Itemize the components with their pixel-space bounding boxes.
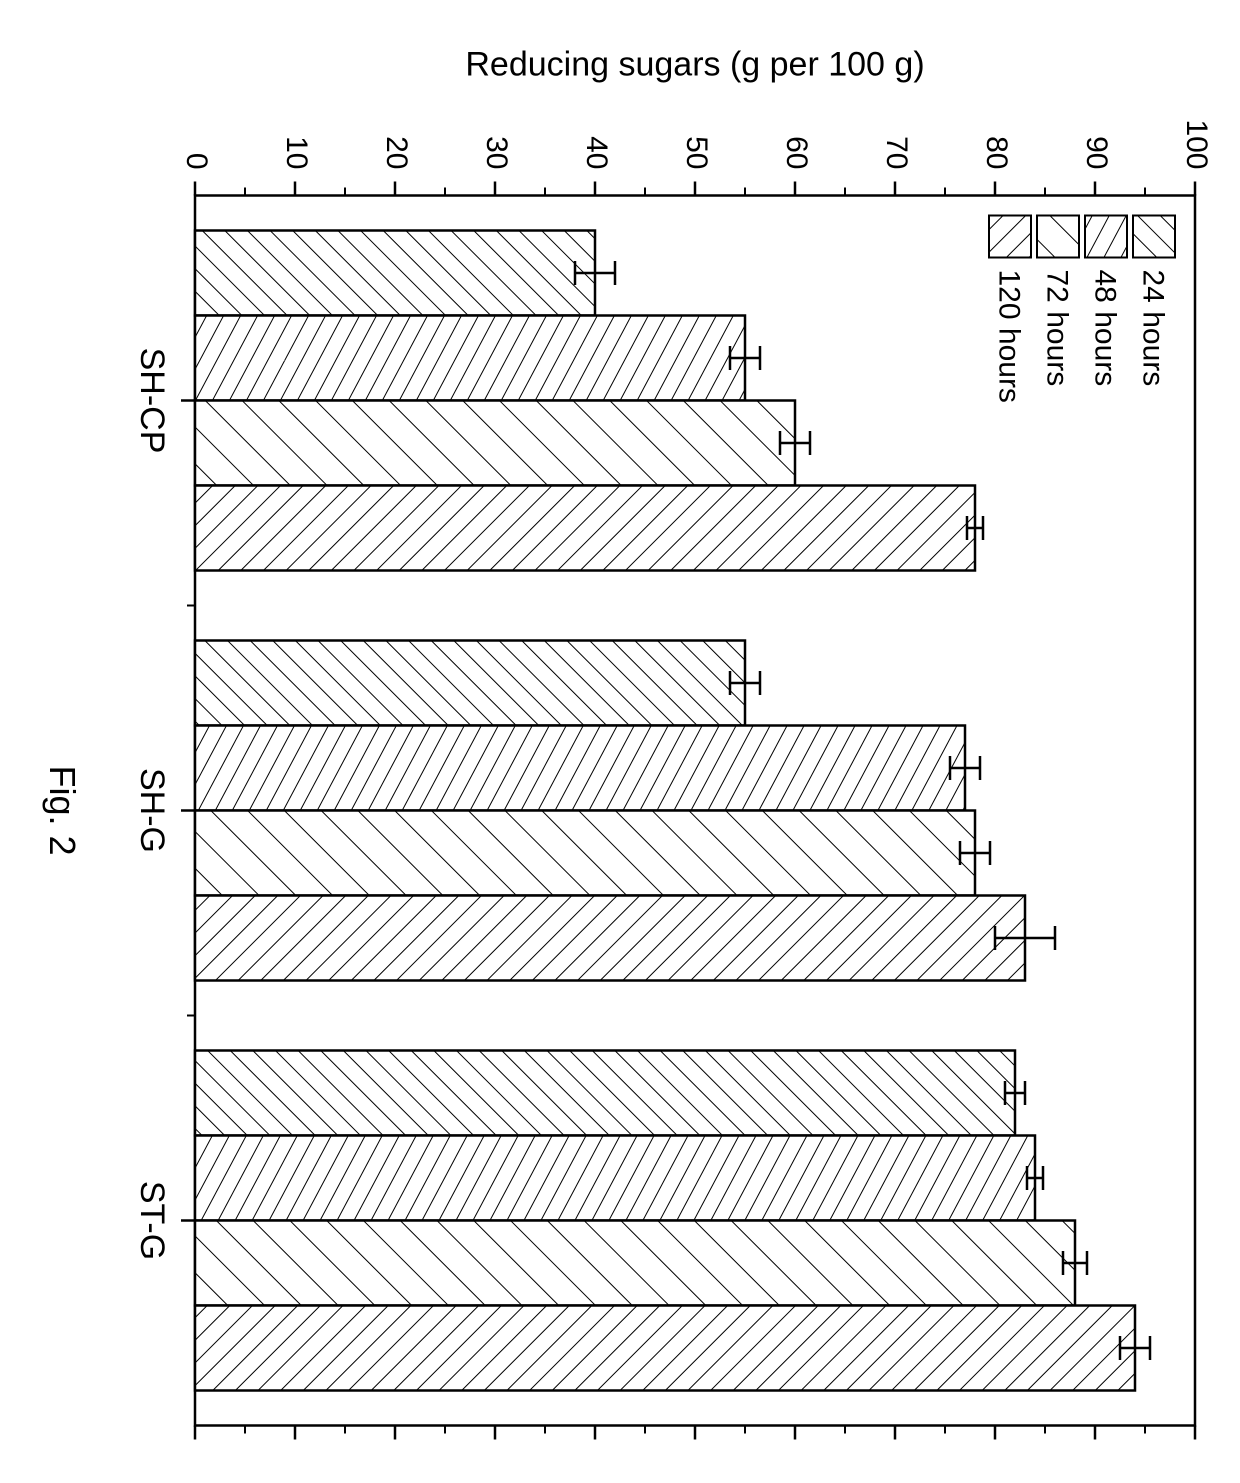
y-tick-label: 60 (780, 136, 813, 169)
y-tick-label: 70 (880, 136, 913, 169)
y-tick-label: 40 (580, 136, 613, 169)
y-tick-label: 30 (480, 136, 513, 169)
y-tick-label: 0 (180, 152, 213, 169)
figure-caption: Fig. 2 (42, 765, 83, 855)
category-label: SH-CP (133, 347, 171, 453)
legend-swatch (1133, 215, 1175, 257)
bar (195, 485, 975, 570)
bar (195, 315, 745, 400)
y-tick-label: 80 (980, 136, 1013, 169)
y-axis-label: Reducing sugars (g per 100 g) (465, 45, 924, 83)
legend-swatch (989, 215, 1031, 257)
bar (195, 1135, 1035, 1220)
bar (195, 640, 745, 725)
legend-label: 24 hours (1137, 269, 1170, 386)
y-tick-label: 100 (1180, 119, 1213, 169)
legend-label: 120 hours (993, 269, 1026, 402)
bar-chart: 0 10 20 30 40 50 60 70 80 90 100 Reducing sugars (g… (0, 0, 1240, 1483)
figure-container: 0 10 20 30 40 50 60 70 80 90 100 Reducing sugars (g… (0, 0, 1240, 1483)
y-tick-label: 10 (280, 136, 313, 169)
legend-swatch (1037, 215, 1079, 257)
bar (195, 725, 965, 810)
legend-label: 48 hours (1089, 269, 1122, 386)
bar (195, 230, 595, 315)
bar (195, 1305, 1135, 1390)
y-tick-label: 20 (380, 136, 413, 169)
bar (195, 1220, 1075, 1305)
y-tick-label: 50 (680, 136, 713, 169)
category-label: SH-G (133, 768, 171, 853)
rotated-chart-wrapper: 0 10 20 30 40 50 60 70 80 90 100 Reducing sugars (g… (0, 0, 1240, 1483)
y-tick-label: 90 (1080, 136, 1113, 169)
bar (195, 810, 975, 895)
legend-label: 72 hours (1041, 269, 1074, 386)
bar (195, 1050, 1015, 1135)
bar (195, 400, 795, 485)
bar (195, 895, 1025, 980)
legend-swatch (1085, 215, 1127, 257)
category-label: ST-G (133, 1180, 171, 1259)
